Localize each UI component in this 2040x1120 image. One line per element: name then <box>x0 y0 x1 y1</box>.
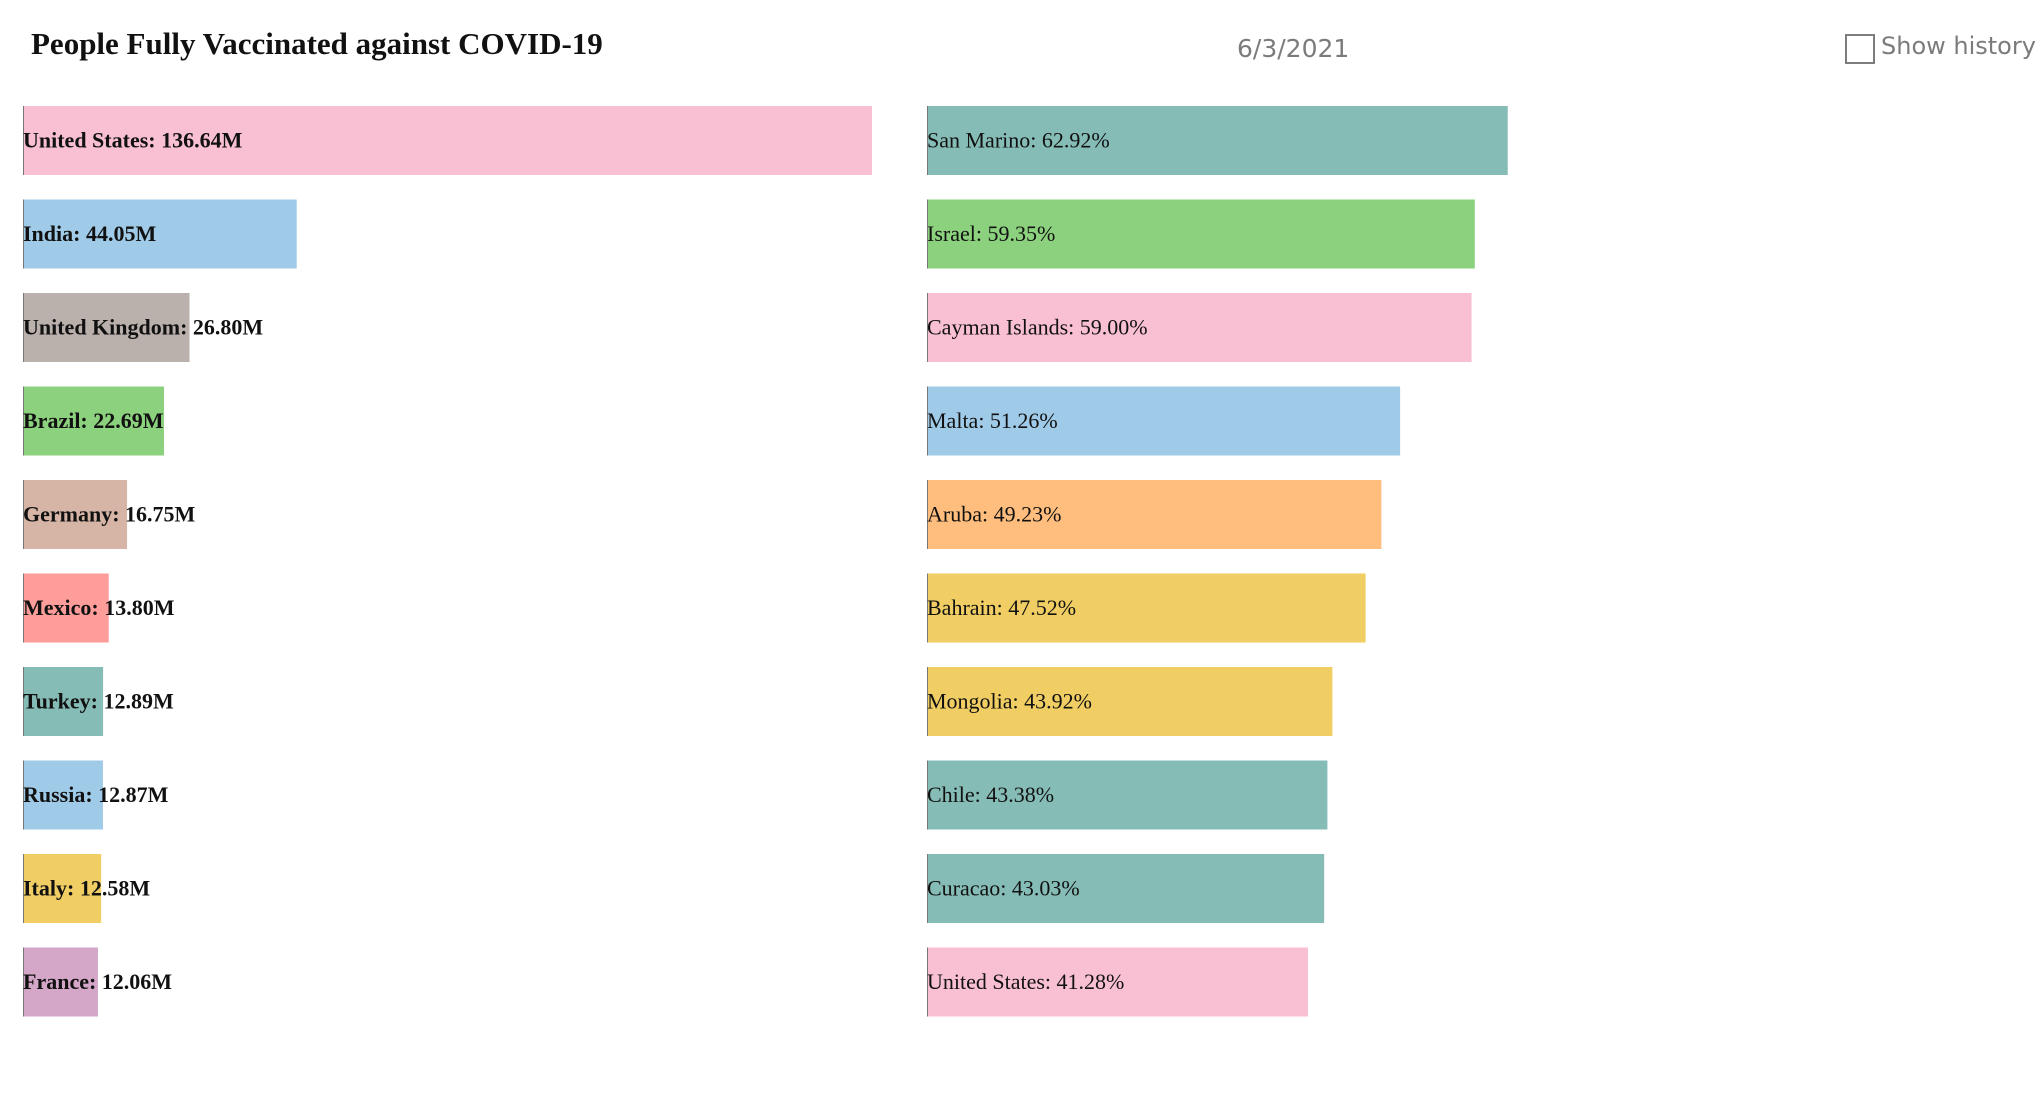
bar-label-united-kingdom: United Kingdom: 26.80M <box>23 315 263 340</box>
bar-label-mexico: Mexico: 13.80M <box>23 595 175 620</box>
percent-vaccinated-chart: San Marino: 62.92% Israel: 59.35% Cayman I… <box>927 106 1508 1017</box>
bar-label-italy: Italy: 12.58M <box>23 876 150 901</box>
bar-aruba[interactable] <box>927 480 1382 549</box>
bar-label-united-states: United States: 41.28% <box>927 969 1124 994</box>
bar-label-bahrain: Bahrain: 47.52% <box>927 595 1076 620</box>
bar-united-kingdom[interactable] <box>23 293 190 362</box>
bar-bahrain[interactable] <box>927 573 1366 643</box>
bar-italy[interactable] <box>23 854 102 923</box>
bar-label-cayman-islands: Cayman Islands: 59.00% <box>927 315 1148 340</box>
bar-mexico[interactable] <box>23 573 109 643</box>
bar-label-russia: Russia: 12.87M <box>23 782 169 807</box>
bar-united-states[interactable] <box>927 947 1309 1017</box>
bar-india[interactable] <box>23 199 297 269</box>
bar-label-chile: Chile: 43.38% <box>927 782 1054 807</box>
bar-brazil[interactable] <box>23 386 164 456</box>
bar-label-united-states: United States: 136.64M <box>23 128 243 153</box>
bar-united-states[interactable] <box>23 106 872 175</box>
bar-label-malta: Malta: 51.26% <box>927 408 1058 433</box>
bar-curacao[interactable] <box>927 854 1325 923</box>
bar-label-israel: Israel: 59.35% <box>927 221 1055 246</box>
date-label: 6/3/2021 <box>1237 34 1350 63</box>
bar-malta[interactable] <box>927 386 1401 456</box>
chart-title: People Fully Vaccinated against COVID-19 <box>31 26 603 61</box>
bar-label-san-marino: San Marino: 62.92% <box>927 128 1110 153</box>
bar-label-mongolia: Mongolia: 43.92% <box>927 689 1092 714</box>
bar-chile[interactable] <box>927 760 1328 830</box>
bar-russia[interactable] <box>23 760 103 830</box>
bar-france[interactable] <box>23 947 98 1017</box>
show-history-checkbox[interactable] <box>1845 34 1875 64</box>
bar-san-marino[interactable] <box>927 106 1508 175</box>
total-vaccinated-chart: United States: 136.64M India: 44.05M Unite… <box>23 106 872 1017</box>
bar-germany[interactable] <box>23 480 128 549</box>
bar-turkey[interactable] <box>23 667 104 736</box>
bar-cayman-islands[interactable] <box>927 293 1472 362</box>
bar-label-india: India: 44.05M <box>23 221 156 246</box>
show-history-toggle[interactable]: Show history <box>1845 32 2036 64</box>
bar-label-curacao: Curacao: 43.03% <box>927 876 1080 901</box>
bar-mongolia[interactable] <box>927 667 1333 736</box>
show-history-label: Show history <box>1881 32 2036 60</box>
bar-israel[interactable] <box>927 199 1475 269</box>
bar-label-germany: Germany: 16.75M <box>23 502 196 527</box>
bar-label-turkey: Turkey: 12.89M <box>23 689 174 714</box>
bar-label-france: France: 12.06M <box>23 969 172 994</box>
bar-label-aruba: Aruba: 49.23% <box>927 502 1061 527</box>
bar-label-brazil: Brazil: 22.69M <box>23 408 164 433</box>
